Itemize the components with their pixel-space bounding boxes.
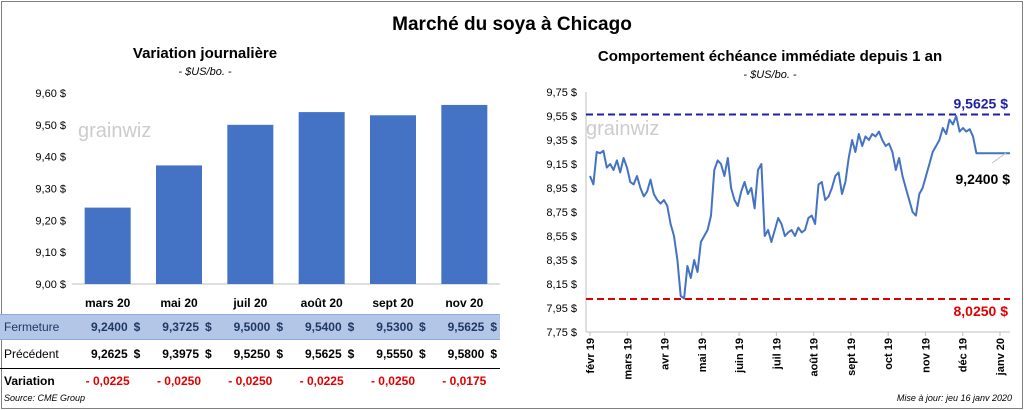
table-unit: $	[133, 320, 141, 334]
table-unit: $	[276, 347, 284, 361]
row-label-var: Variation	[4, 374, 55, 388]
y-tick-label: 9,15 $	[546, 159, 577, 171]
y-tick-label: 9,20 $	[35, 215, 66, 227]
table-unit: $	[490, 347, 498, 361]
table-cell: - 0,0225	[85, 374, 130, 388]
x-tick-label: avr 19	[660, 338, 672, 370]
y-tick-label: 8,15 $	[546, 279, 577, 291]
main-title: Marché du soya à Chicago	[392, 14, 632, 35]
table-cell: - 0,0250	[370, 374, 416, 388]
x-tick-label: déc 19	[958, 338, 970, 372]
y-tick-label: 9,55 $	[546, 111, 577, 123]
update-note: Mise à jour: jeu 16 janv 2020	[896, 393, 1012, 403]
x-tick-label: août 19	[809, 338, 821, 377]
y-tick-label: 8,95 $	[546, 183, 577, 195]
x-tick-label: sept 19	[846, 338, 858, 376]
y-tick-label: 9,30 $	[35, 184, 66, 196]
y-tick-label: 8,35 $	[546, 255, 577, 267]
x-tick-label: nov 20	[445, 296, 483, 310]
y-tick-label: 9,75 $	[546, 87, 577, 99]
table-unit: $	[205, 347, 212, 361]
table-cell: 9,5400	[304, 320, 342, 334]
table-cell: 9,5550	[376, 347, 413, 361]
x-tick-label: mars 19	[622, 338, 634, 380]
table-cell: 9,2400	[90, 320, 128, 334]
line-chart-title: Comportement échéance immédiate depuis 1…	[597, 48, 943, 65]
table-cell: 9,5625	[304, 347, 342, 361]
table-row-var: Variation - 0,0225 - 0,0250 - 0,0250 - 0,02…	[0, 368, 500, 393]
table-cell: 9,5000	[233, 320, 271, 334]
last-value-leader	[991, 152, 1007, 164]
bar-sept-20	[370, 115, 416, 285]
x-tick-label: sept 20	[372, 296, 414, 310]
table-unit: $	[347, 347, 355, 361]
table-unit: $	[419, 347, 426, 361]
low-value-label: 8,0250 $	[954, 303, 1009, 319]
bar-mars-20	[84, 207, 131, 284]
bar-août-20	[298, 112, 345, 284]
table-cell: 9,3975	[162, 347, 199, 361]
row-label-close: Fermeture	[4, 320, 60, 334]
bar-chart: 9,00 $ 9,10 $ 9,20 $ 9,30 $ 9,40 $ 9,50 $ 9,60…	[35, 88, 500, 310]
table-unit: $	[133, 347, 141, 361]
table-cell: 9,5300	[376, 320, 413, 334]
table-unit: $	[205, 320, 212, 334]
bar-nov-20	[441, 104, 488, 284]
table-cell: - 0,0175	[442, 374, 487, 388]
line-chart-subtitle: - $US/bo. -	[743, 69, 797, 81]
table-unit: $	[276, 320, 284, 334]
x-tick-label: août 20	[301, 296, 343, 310]
x-tick-label: nov 19	[920, 338, 932, 373]
table-cell: - 0,0250	[156, 374, 202, 388]
x-tick-label: juin 19	[734, 338, 746, 374]
y-tick-label: 8,75 $	[546, 207, 577, 219]
bar-juil-20	[227, 124, 274, 284]
table-unit: $	[490, 320, 498, 334]
bar-chart-subtitle: - $US/bo. -	[178, 66, 232, 78]
table-row-prev: Précédent 9,2625 $9,3975 $9,5250 $9,5625 $9,…	[0, 342, 500, 366]
y-tick-label: 9,60 $	[35, 88, 66, 100]
last-value-label: 9,2400 $	[956, 171, 1011, 187]
high-value-label: 9,5625 $	[954, 96, 1009, 112]
watermark-logo: grainwiz	[586, 118, 659, 140]
bar-mai-20	[156, 165, 202, 284]
table-cell: - 0,0250	[228, 374, 273, 388]
table-cell: - 0,0225	[299, 374, 344, 388]
y-tick-label: 7,95 $	[546, 303, 577, 315]
x-tick-label: oct 19	[883, 338, 895, 370]
x-tick-label: févr 19	[585, 338, 597, 373]
y-tick-label: 9,35 $	[546, 135, 577, 147]
table-unit: $	[419, 320, 426, 334]
y-tick-label: 9,50 $	[35, 120, 66, 132]
x-tick-label: mars 20	[85, 296, 131, 310]
table-cell: 9,5625	[447, 320, 485, 334]
table-cell: 9,2625	[90, 347, 128, 361]
table-unit: $	[347, 320, 355, 334]
table-cell: 9,5800	[447, 347, 485, 361]
x-tick-label: mai 19	[697, 338, 709, 372]
price-series-line	[589, 115, 1010, 300]
x-tick-label: janv 20	[995, 338, 1007, 376]
x-tick-label: juil 19	[771, 338, 783, 370]
row-label-prev: Précédent	[4, 347, 59, 361]
table-cell: 9,5250	[233, 347, 271, 361]
table-row-close: Fermeture 9,2400 $9,3725 $9,5000 $9,5400 $9,…	[0, 314, 500, 340]
table-cell: 9,3725	[162, 320, 199, 334]
y-tick-label: 9,00 $	[35, 279, 66, 291]
y-tick-label: 9,40 $	[35, 152, 66, 164]
x-tick-label: mai 20	[160, 296, 198, 310]
x-tick-label: juil 20	[232, 296, 267, 310]
y-tick-label: 9,10 $	[35, 247, 66, 259]
y-tick-label: 8,55 $	[546, 231, 577, 243]
bar-chart-title: Variation journalière	[132, 45, 278, 62]
y-tick-label: 7,75 $	[546, 327, 577, 339]
line-chart: 7,75 $ 7,95 $ 8,15 $ 8,35 $ 8,55 $ 8,75 $ 8,95…	[546, 87, 1011, 380]
source-note: Source: CME Group	[4, 393, 86, 403]
watermark-logo: grainwiz	[78, 120, 151, 142]
